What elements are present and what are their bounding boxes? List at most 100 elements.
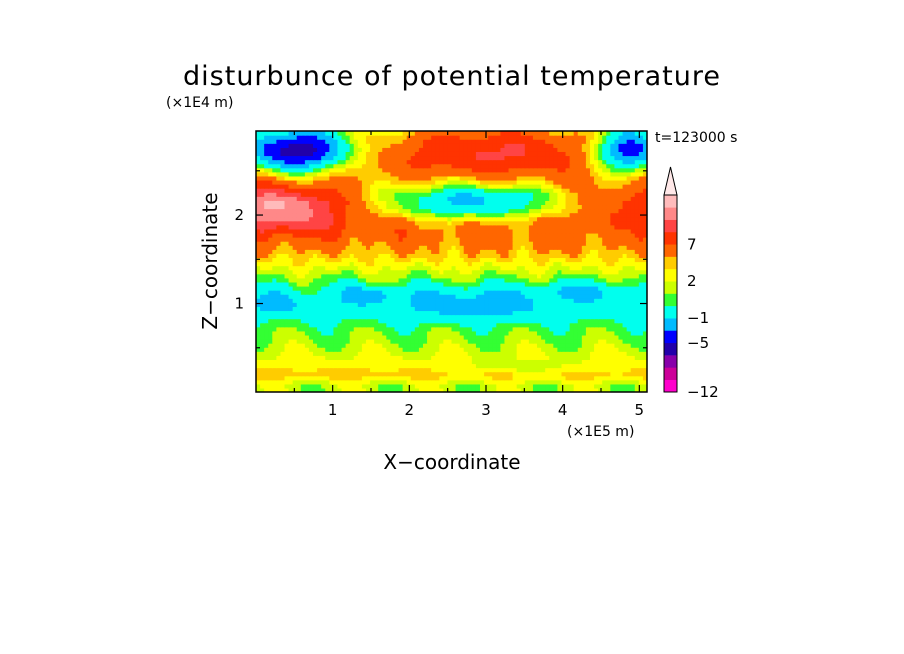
contour-cell [296,277,302,283]
contour-cell [585,322,591,328]
contour-cell [264,355,269,360]
contour-cell [602,196,607,201]
contour-cell [329,208,334,214]
contour-cell [622,314,628,320]
contour-cell [500,269,506,275]
contour-cell [545,322,550,328]
contour-cell [447,257,453,263]
contour-cell [512,237,518,242]
contour-cell [382,241,387,246]
contour-cell [541,265,546,271]
contour-cell [634,228,640,234]
contour-cell [565,208,571,214]
contour-cell [516,204,522,210]
contour-cell [630,269,636,275]
contour-cell [386,257,391,263]
contour-cell [642,261,647,267]
contour-cell [439,363,444,369]
contour-cell [268,220,273,226]
contour-cell [386,298,391,303]
contour-cell [272,314,277,320]
contour-cell [598,363,603,369]
contour-cell [333,237,339,242]
contour-cell [475,302,481,307]
contour-cell [317,383,322,389]
contour-cell [345,216,351,222]
contour-cell [374,273,379,279]
contour-cell [585,220,591,226]
contour-cell [447,290,453,295]
contour-cell [626,241,632,246]
contour-cell [467,245,473,250]
contour-cell [443,241,449,246]
contour-cell [618,192,624,197]
contour-cell [268,375,273,381]
contour-cell [480,285,485,291]
contour-cell [585,334,591,340]
contour-cell [317,261,322,267]
contour-cell [577,269,583,275]
contour-cell [325,261,330,267]
contour-cell [573,261,579,267]
contour-cell [451,237,457,242]
contour-cell [361,196,367,201]
contour-cell [260,318,265,324]
contour-cell [471,261,477,267]
contour-cell [451,261,457,267]
contour-cell [353,359,359,365]
contour-cell [594,355,599,360]
contour-cell [585,257,591,263]
contour-cell [361,192,367,197]
contour-cell [614,253,620,259]
contour-cell [549,326,554,332]
contour-cell [304,375,310,381]
contour-cell [589,318,595,324]
contour-cell [463,281,469,287]
contour-cell [532,294,538,299]
contour-cell [313,265,318,271]
contour-cell [435,298,440,303]
contour-cell [292,351,298,356]
contour-cell [345,253,351,259]
contour-cell [512,196,518,201]
contour-cell [370,196,375,201]
contour-cell [398,294,404,299]
contour-cell [557,343,563,348]
contour-cell [463,359,469,365]
contour-cell [569,208,575,214]
contour-cell [288,281,294,287]
contour-cell [598,253,603,259]
contour-cell [431,310,436,316]
contour-cell [280,290,286,295]
contour-cell [398,273,404,279]
contour-cell [606,285,611,291]
contour-cell [337,314,343,320]
contour-cell [573,379,579,385]
contour-cell [549,314,554,320]
contour-cell [451,277,457,283]
contour-cell [512,371,518,377]
contour-cell [541,290,546,295]
contour-cell [406,245,412,250]
contour-cell [508,347,514,352]
contour-cell [353,371,359,377]
contour-cell [321,200,326,206]
contour-cell [365,281,371,287]
contour-cell [577,383,583,389]
contour-cell [549,179,554,185]
contour-cell [272,383,277,389]
contour-cell [313,261,318,267]
contour-cell [288,375,294,381]
contour-cell [537,318,542,324]
contour-cell [333,290,339,295]
contour-cell [492,310,497,316]
contour-cell [585,379,591,385]
contour-cell [333,318,339,324]
contour-cell [463,387,469,392]
contour-cell [618,355,624,360]
contour-cell [292,192,298,197]
contour-cell [439,237,444,242]
contour-cell [341,179,347,185]
contour-cell [471,253,477,259]
contour-cell [455,281,461,287]
